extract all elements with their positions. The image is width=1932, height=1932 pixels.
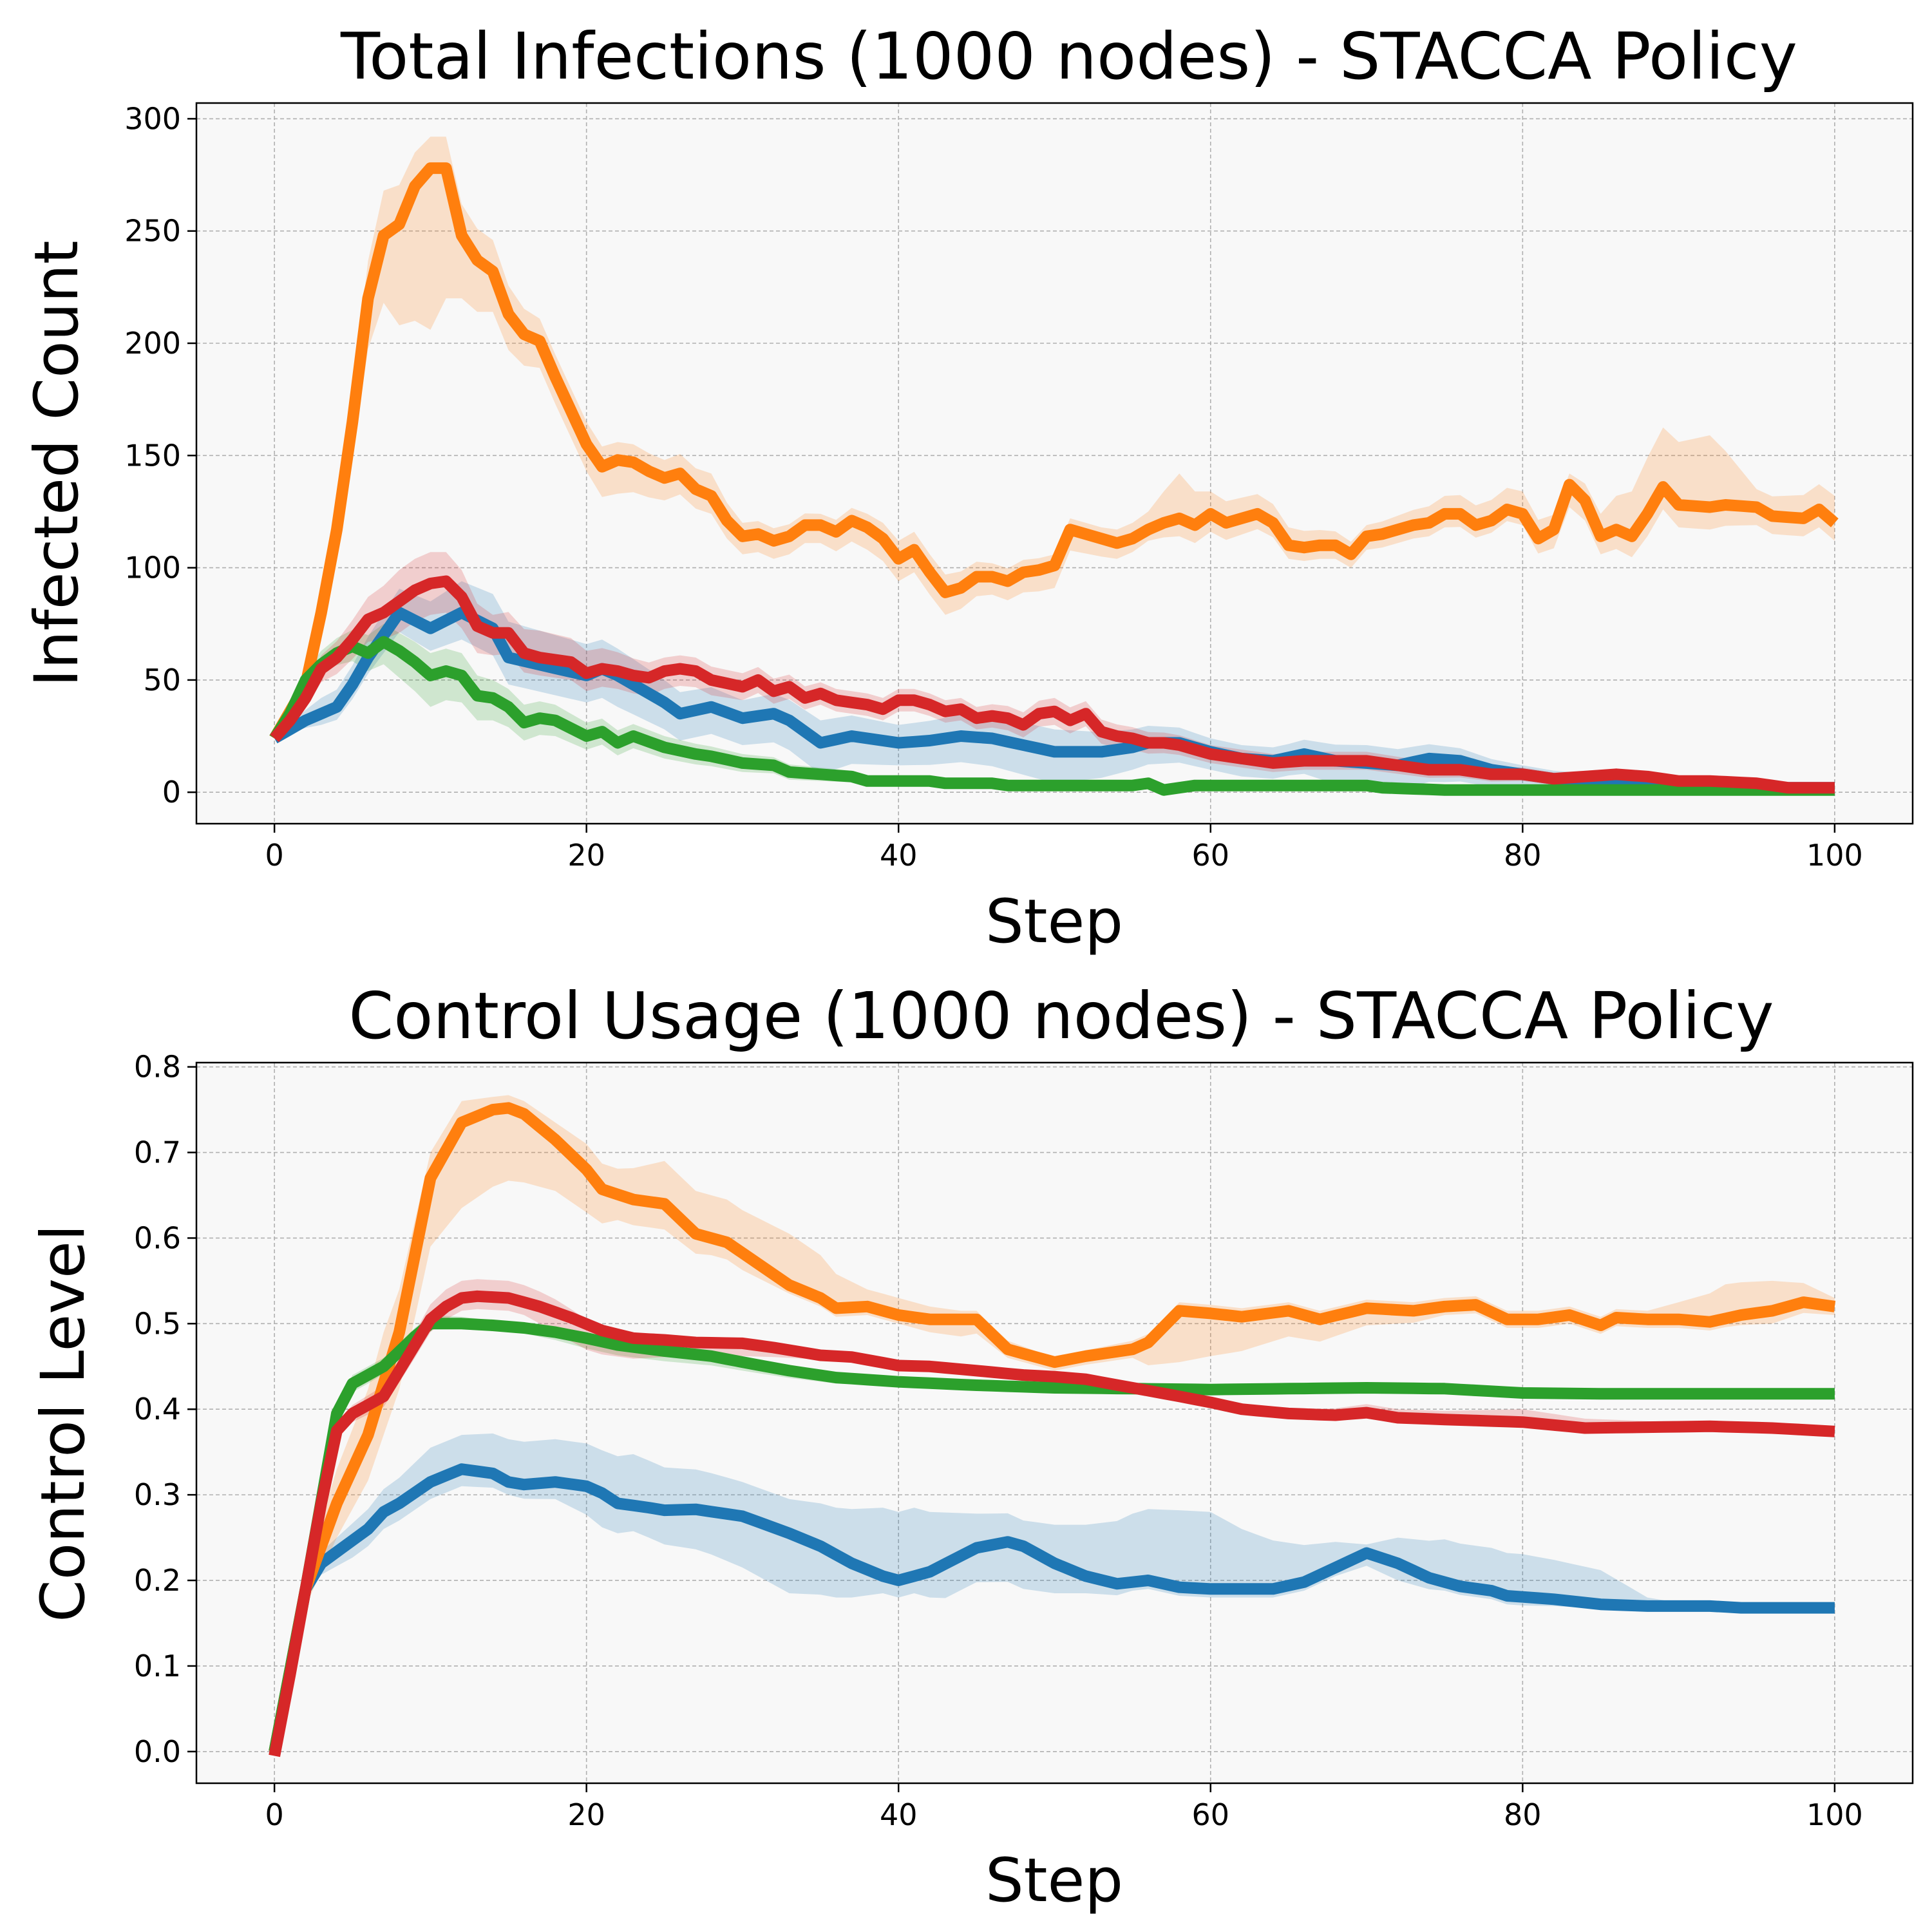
infections-line-orange bbox=[269, 162, 1839, 742]
infections-ticks: 0 20 40 60 80 100 0 50 100 150 200 250 300 bbox=[124, 101, 1863, 873]
infections-x-tick-label: 60 bbox=[1191, 838, 1229, 873]
control-y-axis-label: Control Level bbox=[28, 1224, 99, 1622]
control-grid bbox=[196, 1063, 1913, 1783]
infections-line-green bbox=[269, 636, 1835, 796]
control-y-tick-label: 0.5 bbox=[134, 1306, 181, 1341]
infections-x-axis-label: Step bbox=[985, 887, 1123, 957]
infections-x-tick-label: 80 bbox=[1504, 838, 1542, 873]
control-band-orange bbox=[274, 1095, 1835, 1752]
control-line-green bbox=[269, 1318, 1835, 1753]
control-plot-frame bbox=[195, 1061, 1914, 1785]
infections-x-tick-label: 40 bbox=[880, 838, 918, 873]
infections-x-tick-label: 100 bbox=[1806, 838, 1863, 873]
control-y-tick-label: 0.1 bbox=[134, 1649, 181, 1683]
control-y-tick-label: 0.3 bbox=[134, 1477, 181, 1512]
control-x-tick-label: 40 bbox=[880, 1797, 918, 1832]
control-line-blue bbox=[269, 1463, 1835, 1753]
control-chart: Control Usage (1000 nodes) - STACCA Poli… bbox=[28, 978, 1914, 1916]
control-line-orange bbox=[269, 1102, 1836, 1753]
infections-y-tick-label: 150 bbox=[124, 438, 181, 473]
control-y-tick-label: 0.4 bbox=[134, 1392, 181, 1426]
control-lines bbox=[269, 1102, 1836, 1757]
infections-y-tick-label: 100 bbox=[124, 551, 181, 585]
infections-lines bbox=[269, 162, 1839, 796]
control-x-tick-label: 0 bbox=[265, 1797, 283, 1832]
infections-y-tick-label: 200 bbox=[124, 326, 181, 361]
infections-y-tick-label: 250 bbox=[124, 214, 181, 249]
infections-x-tick-label: 20 bbox=[567, 838, 605, 873]
infections-chart-title: Total Infections (1000 nodes) - STACCA P… bbox=[340, 19, 1797, 94]
infections-y-axis-label: Infected Count bbox=[22, 240, 92, 687]
infections-chart: Total Infections (1000 nodes) - STACCA P… bbox=[22, 19, 1914, 957]
infections-line-red bbox=[270, 575, 1835, 794]
infections-plot-area bbox=[196, 103, 1913, 824]
infections-plot-frame bbox=[195, 102, 1914, 825]
infections-y-tick-label: 0 bbox=[162, 775, 181, 810]
control-line-red bbox=[269, 1290, 1835, 1757]
control-x-tick-label: 100 bbox=[1806, 1797, 1863, 1832]
control-y-tick-label: 0.8 bbox=[134, 1050, 181, 1084]
control-x-tick-label: 20 bbox=[567, 1797, 605, 1832]
infections-grid bbox=[196, 103, 1913, 824]
infections-x-tick-label: 0 bbox=[265, 838, 283, 873]
control-chart-title: Control Usage (1000 nodes) - STACCA Poli… bbox=[348, 978, 1774, 1054]
infections-y-tick-label: 50 bbox=[143, 663, 181, 697]
control-x-axis-label: Step bbox=[985, 1846, 1123, 1916]
control-x-tick-label: 60 bbox=[1191, 1797, 1229, 1832]
control-x-tick-label: 80 bbox=[1504, 1797, 1542, 1832]
infections-y-tick-label: 300 bbox=[124, 101, 181, 136]
control-y-tick-label: 0.0 bbox=[134, 1734, 181, 1769]
control-y-tick-label: 0.7 bbox=[134, 1135, 181, 1170]
control-y-tick-label: 0.6 bbox=[134, 1220, 181, 1255]
control-y-tick-label: 0.2 bbox=[134, 1563, 181, 1598]
control-ticks: 0 20 40 60 80 100 0.0 0.1 0.2 0.3 0.4 0.5 0.6 0.7 0.8 bbox=[134, 1050, 1863, 1832]
